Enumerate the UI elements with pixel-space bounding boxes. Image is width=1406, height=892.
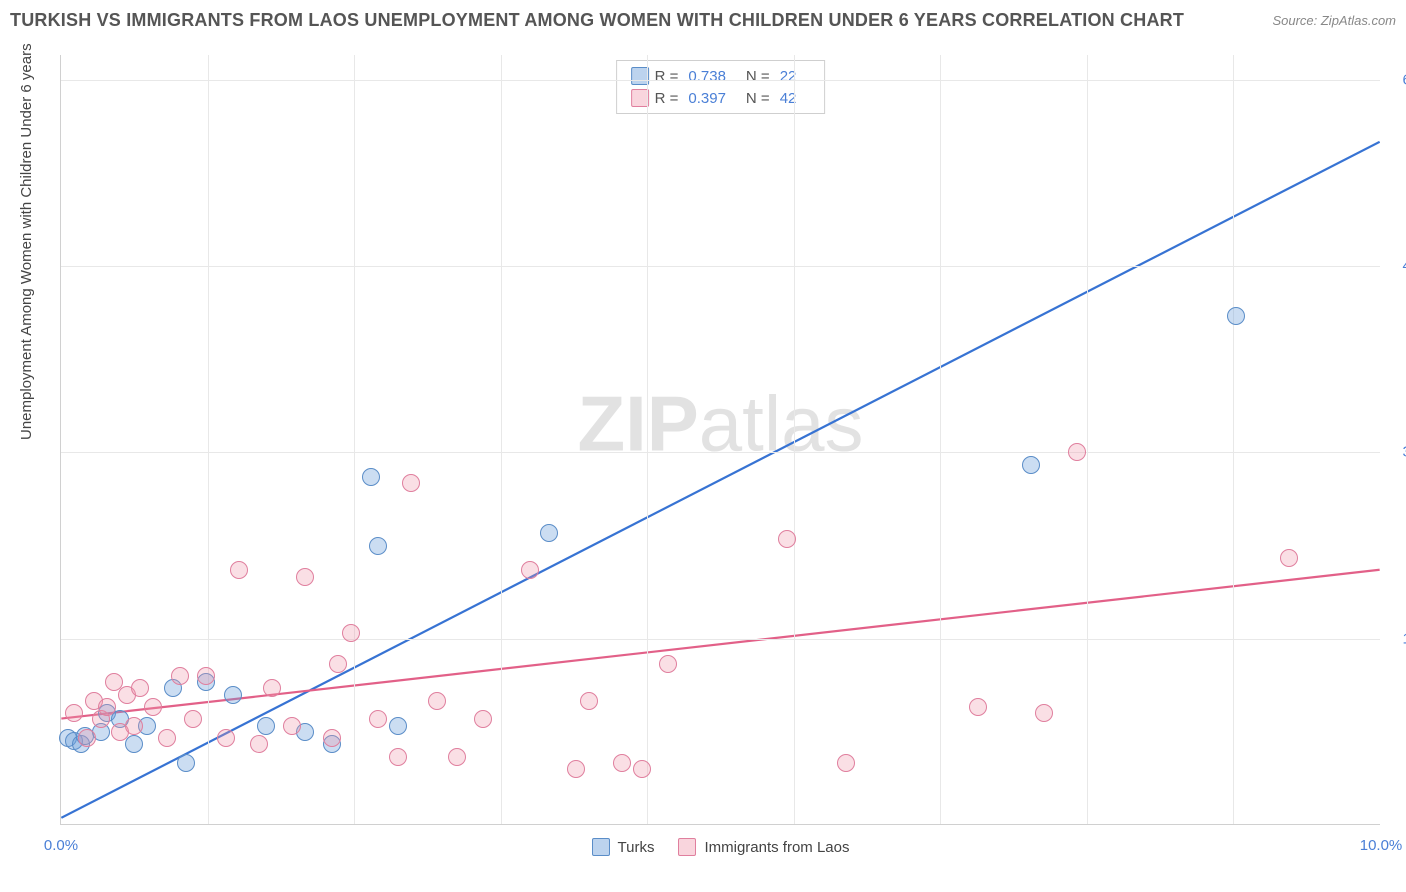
x-tick-label: 10.0% bbox=[1360, 837, 1403, 854]
data-point bbox=[474, 710, 492, 728]
data-point bbox=[197, 667, 215, 685]
data-point bbox=[448, 748, 466, 766]
legend-item-laos: Immigrants from Laos bbox=[678, 838, 849, 856]
data-point bbox=[1227, 307, 1245, 325]
data-point bbox=[969, 698, 987, 716]
data-point bbox=[144, 698, 162, 716]
legend-row-turks: R = 0.738 N = 22 bbox=[631, 65, 811, 87]
data-point bbox=[369, 710, 387, 728]
series-legend: Turks Immigrants from Laos bbox=[592, 838, 850, 856]
chart-title: TURKISH VS IMMIGRANTS FROM LAOS UNEMPLOY… bbox=[10, 10, 1184, 31]
legend-item-turks: Turks bbox=[592, 838, 655, 856]
square-icon bbox=[592, 838, 610, 856]
data-point bbox=[389, 717, 407, 735]
data-point bbox=[158, 729, 176, 747]
square-icon bbox=[631, 67, 649, 85]
gridline-vertical bbox=[354, 55, 355, 824]
data-point bbox=[580, 692, 598, 710]
y-tick-label: 30.0% bbox=[1390, 444, 1406, 461]
data-point bbox=[250, 735, 268, 753]
square-icon bbox=[631, 89, 649, 107]
data-point bbox=[567, 760, 585, 778]
data-point bbox=[342, 624, 360, 642]
gridline-vertical bbox=[501, 55, 502, 824]
x-tick-label: 0.0% bbox=[44, 837, 78, 854]
gridline-horizontal bbox=[61, 266, 1380, 267]
gridline-horizontal bbox=[61, 80, 1380, 81]
data-point bbox=[428, 692, 446, 710]
data-point bbox=[1022, 456, 1040, 474]
data-point bbox=[283, 717, 301, 735]
data-point bbox=[329, 655, 347, 673]
data-point bbox=[171, 667, 189, 685]
source-attribution: Source: ZipAtlas.com bbox=[1272, 13, 1396, 28]
data-point bbox=[837, 754, 855, 772]
data-point bbox=[659, 655, 677, 673]
data-point bbox=[125, 717, 143, 735]
data-point bbox=[1035, 704, 1053, 722]
gridline-horizontal bbox=[61, 452, 1380, 453]
y-tick-label: 15.0% bbox=[1390, 630, 1406, 647]
data-point bbox=[184, 710, 202, 728]
data-point bbox=[540, 524, 558, 542]
trend-line bbox=[61, 570, 1379, 719]
data-point bbox=[65, 704, 83, 722]
data-point bbox=[323, 729, 341, 747]
data-point bbox=[98, 698, 116, 716]
data-point bbox=[224, 686, 242, 704]
y-axis-label: Unemployment Among Women with Children U… bbox=[18, 43, 35, 440]
data-point bbox=[402, 474, 420, 492]
data-point bbox=[778, 530, 796, 548]
data-point bbox=[362, 468, 380, 486]
scatter-plot: ZIPatlas R = 0.738 N = 22 R = 0.397 N = … bbox=[60, 55, 1380, 825]
data-point bbox=[296, 568, 314, 586]
data-point bbox=[1068, 443, 1086, 461]
y-tick-label: 60.0% bbox=[1390, 71, 1406, 88]
data-point bbox=[263, 679, 281, 697]
data-point bbox=[521, 561, 539, 579]
data-point bbox=[613, 754, 631, 772]
data-point bbox=[1280, 549, 1298, 567]
data-point bbox=[257, 717, 275, 735]
gridline-vertical bbox=[940, 55, 941, 824]
data-point bbox=[125, 735, 143, 753]
title-bar: TURKISH VS IMMIGRANTS FROM LAOS UNEMPLOY… bbox=[10, 10, 1396, 31]
gridline-vertical bbox=[208, 55, 209, 824]
data-point bbox=[369, 537, 387, 555]
data-point bbox=[131, 679, 149, 697]
data-point bbox=[217, 729, 235, 747]
trend-line bbox=[61, 142, 1379, 818]
trend-lines bbox=[61, 55, 1380, 824]
y-tick-label: 45.0% bbox=[1390, 258, 1406, 275]
data-point bbox=[230, 561, 248, 579]
data-point bbox=[177, 754, 195, 772]
gridline-horizontal bbox=[61, 639, 1380, 640]
data-point bbox=[78, 729, 96, 747]
gridline-vertical bbox=[1087, 55, 1088, 824]
data-point bbox=[633, 760, 651, 778]
data-point bbox=[389, 748, 407, 766]
gridline-vertical bbox=[1233, 55, 1234, 824]
gridline-vertical bbox=[647, 55, 648, 824]
legend-row-laos: R = 0.397 N = 42 bbox=[631, 87, 811, 109]
gridline-vertical bbox=[794, 55, 795, 824]
square-icon bbox=[678, 838, 696, 856]
watermark: ZIPatlas bbox=[577, 379, 863, 470]
